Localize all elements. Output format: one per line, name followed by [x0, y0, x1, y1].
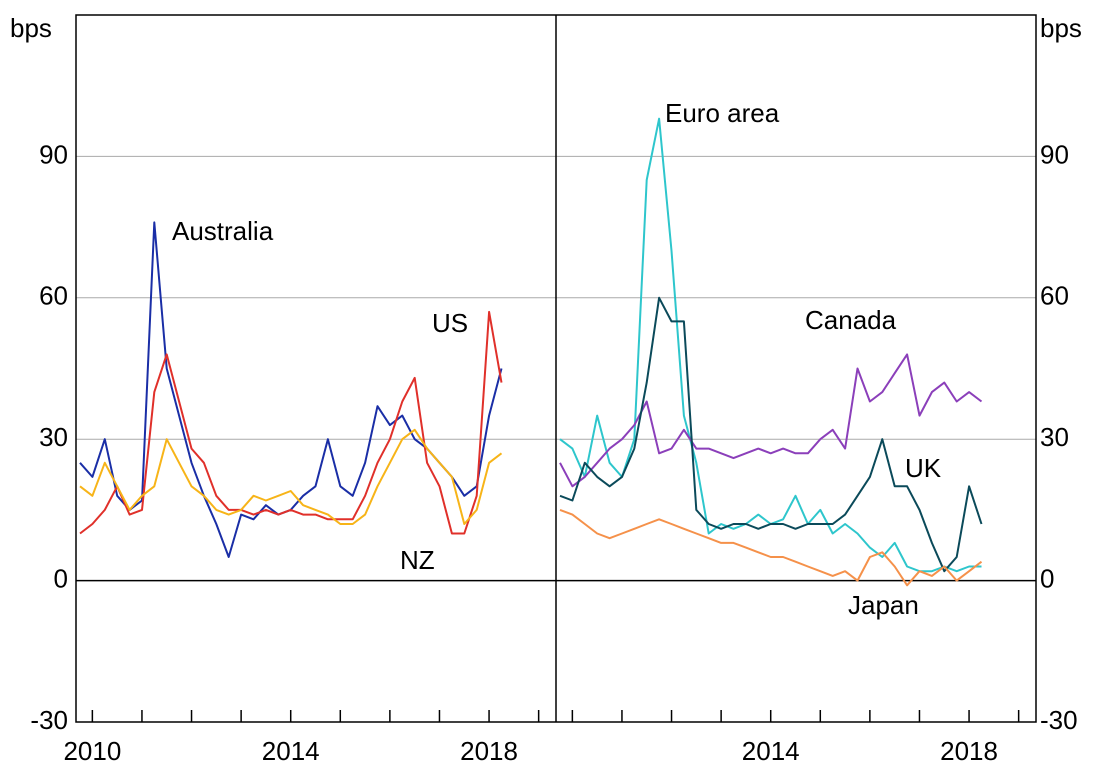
y-axis-label: bps: [10, 13, 52, 43]
series-label: US: [432, 308, 468, 338]
series-line: [79, 310, 503, 535]
series-label: UK: [905, 453, 942, 483]
y-tick-label: 90: [39, 139, 68, 169]
y-tick-label: 30: [1040, 422, 1069, 452]
series-line: [559, 508, 983, 587]
series-line: [559, 117, 982, 573]
y-tick-label: 30: [39, 422, 68, 452]
x-tick-label: 2014: [742, 736, 800, 766]
series-label: Canada: [805, 305, 897, 335]
series-line: [559, 353, 983, 488]
y-tick-label: -30: [1040, 705, 1078, 735]
y-tick-label: 0: [54, 563, 68, 593]
series-label: Euro area: [665, 98, 780, 128]
series-label: Australia: [172, 216, 274, 246]
y-tick-label: 0: [1040, 563, 1054, 593]
y-tick-label: 90: [1040, 139, 1069, 169]
y-axis-label: bps: [1040, 13, 1082, 43]
y-tick-label: 60: [1040, 281, 1069, 311]
series-line: [79, 428, 503, 525]
series-label: Japan: [848, 590, 919, 620]
x-tick-label: 2018: [460, 736, 518, 766]
x-tick-label: 2018: [940, 736, 998, 766]
series-label: NZ: [400, 545, 435, 575]
y-tick-label: 60: [39, 281, 68, 311]
series-line: [559, 296, 983, 573]
x-tick-label: 2014: [262, 736, 320, 766]
x-tick-label: 2010: [63, 736, 121, 766]
y-tick-label: -30: [30, 705, 68, 735]
